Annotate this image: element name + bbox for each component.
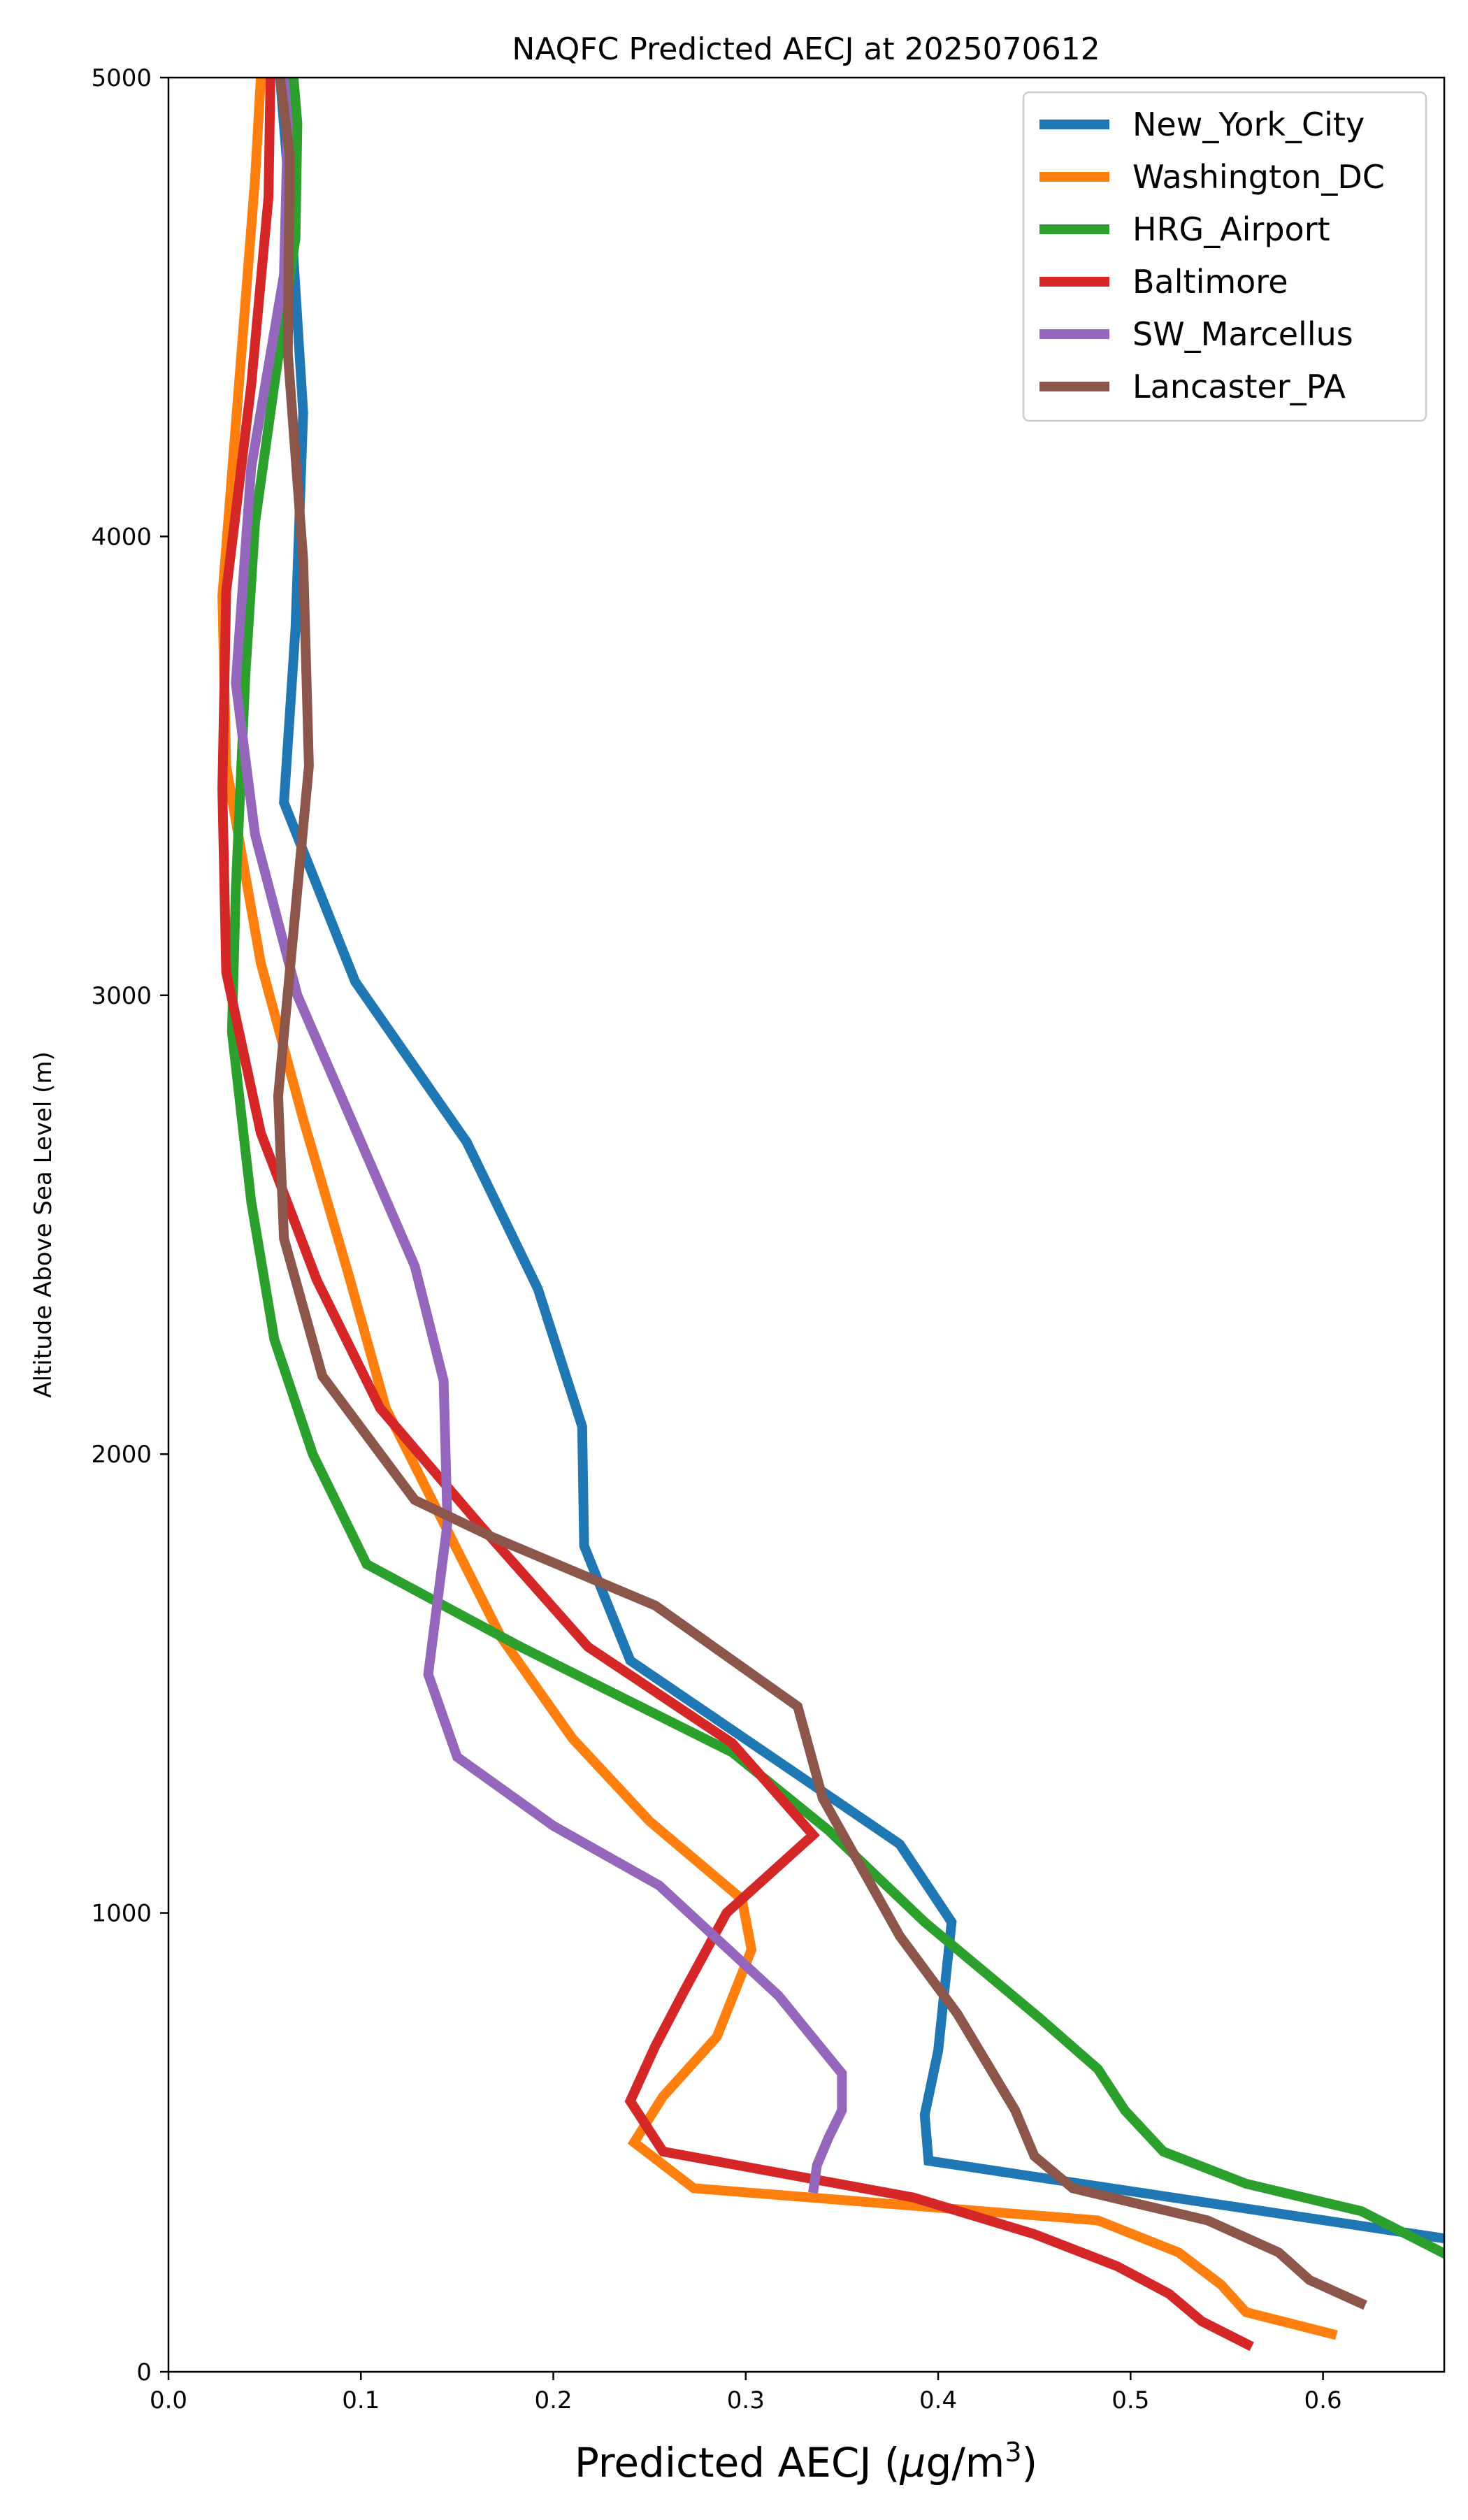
legend-label-baltimore: Baltimore (1132, 263, 1288, 301)
series-layer (217, 78, 1444, 2352)
x-axis: 0.0 0.1 0.2 0.3 0.4 0.5 0.6 (150, 2372, 1342, 2414)
x-tick-label: 0.1 (342, 2386, 380, 2414)
y-tick-label: 0 (136, 2359, 152, 2386)
chart-title: NAQFC Predicted AECJ at 2025070612 (512, 31, 1100, 67)
y-tick-label: 2000 (91, 1441, 152, 1469)
series-line-hrg-airport (226, 78, 1444, 2259)
y-axis-label: Altitude Above Sea Level (m) (29, 1051, 57, 1398)
x-tick-label: 0.4 (919, 2386, 957, 2414)
x-axis-label-close: ) (1022, 2439, 1038, 2486)
x-axis-label: Predicted AECJ (µg/m3) (575, 2437, 1037, 2486)
series-line-lancaster-pa (273, 78, 1367, 2310)
legend-label-new-york-city: New_York_City (1132, 106, 1365, 143)
legend-frame (1022, 91, 1427, 422)
series-line-sw-marcellus (231, 78, 847, 2194)
x-tick-label: 0.6 (1304, 2386, 1342, 2414)
x-axis-label-mu: µ (900, 2439, 926, 2486)
series-line-baltimore (217, 78, 1254, 2352)
plot-frame (167, 76, 1446, 2373)
legend: New_York_City Washington_DC HRG_Airport Bal… (1022, 91, 1427, 422)
legend-label-washington-dc: Washington_DC (1132, 158, 1385, 196)
x-tick-label: 0.2 (534, 2386, 572, 2414)
legend-label-lancaster-pa: Lancaster_PA (1132, 368, 1346, 405)
y-axis: 0 1000 2000 3000 4000 5000 (91, 64, 168, 2386)
y-tick-label: 4000 (91, 523, 152, 551)
y-tick-label: 5000 (91, 64, 152, 92)
x-tick-label: 0.3 (727, 2386, 765, 2414)
x-axis-label-exponent: 3 (1005, 2437, 1021, 2468)
legend-label-sw-marcellus: SW_Marcellus (1132, 315, 1353, 353)
legend-label-hrg-airport: HRG_Airport (1132, 210, 1330, 248)
x-axis-label-text: Predicted AECJ ( (575, 2439, 900, 2486)
y-tick-label: 1000 (91, 1900, 152, 1928)
x-tick-label: 0.5 (1111, 2386, 1149, 2414)
y-tick-label: 3000 (91, 982, 152, 1010)
x-tick-label: 0.0 (150, 2386, 187, 2414)
x-axis-label-unit: g/m (926, 2439, 1005, 2486)
